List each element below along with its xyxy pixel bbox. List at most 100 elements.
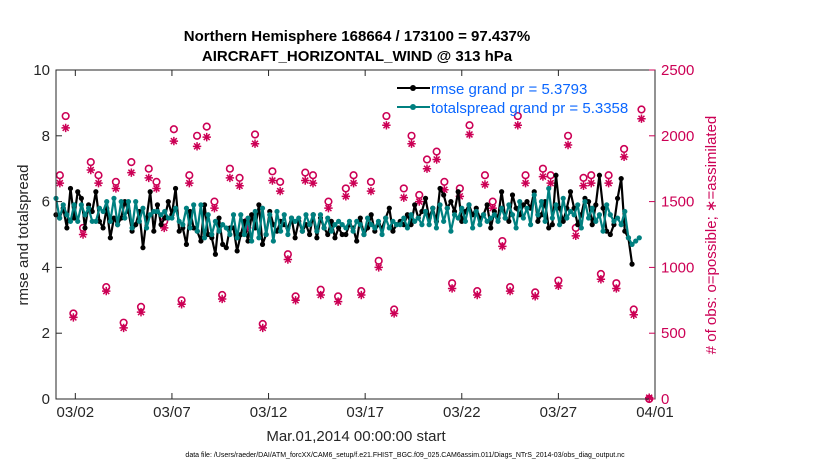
obs-possible-point	[225, 164, 235, 173]
totalspread-point	[78, 202, 84, 208]
totalspread-point	[495, 218, 501, 224]
rmse-point	[100, 225, 106, 231]
obs-assimilated-point	[415, 197, 424, 206]
obs-assimilated-point	[447, 284, 457, 293]
totalspread-point	[625, 235, 632, 241]
obs-possible-point	[276, 177, 285, 186]
totalspread-point	[136, 218, 142, 224]
obs-possible-point	[192, 131, 202, 140]
rmse-point	[122, 199, 128, 205]
rmse-point	[234, 248, 240, 254]
rmse-point	[343, 231, 349, 238]
rmse-point	[419, 208, 425, 215]
obs-possible-point	[415, 190, 424, 200]
totalspread-point	[249, 238, 255, 244]
obs-assimilated-point	[152, 184, 161, 193]
obs-assimilated-point	[571, 231, 580, 241]
totalspread-point	[140, 205, 146, 211]
rmse-point	[354, 238, 360, 244]
totalspread-point	[165, 215, 171, 221]
obs-assimilated-point	[619, 152, 629, 162]
totalspread-point	[433, 225, 440, 231]
rmse-point	[524, 199, 530, 205]
obs-possible-point	[94, 171, 103, 180]
totalspread-point	[502, 215, 508, 221]
obs-assimilated-point	[612, 284, 621, 293]
axis-layer: 03/02 03/07 03/12 03/17 03/22 03/27 04/0102468…	[33, 62, 694, 421]
rmse-point	[187, 208, 193, 215]
obs-assimilated-point	[291, 296, 300, 305]
y-tick-label-left: 8	[42, 128, 50, 145]
totalspread-point	[451, 212, 458, 218]
totalspread-point	[596, 212, 603, 218]
obs-assimilated-point	[127, 168, 136, 177]
y-axis-label-right: # of obs: o=possible; ∗=assimilated	[703, 116, 720, 355]
rmse-point	[622, 228, 628, 234]
totalspread-point	[292, 218, 298, 224]
obs-assimilated-point	[382, 121, 391, 130]
totalspread-point	[180, 222, 186, 228]
totalspread-point	[575, 202, 581, 208]
rmse-point	[201, 202, 208, 208]
totalspread-point	[288, 215, 295, 221]
series-layer	[53, 105, 654, 404]
y-tick-label-left: 6	[42, 194, 50, 211]
obs-assimilated-point	[102, 286, 111, 296]
totalspread-point	[397, 222, 403, 228]
y-tick-label-right: 500	[661, 325, 686, 342]
totalspread-point	[332, 222, 338, 228]
rmse-point	[93, 189, 99, 195]
totalspread-point	[520, 215, 526, 221]
rmse-point	[618, 175, 624, 182]
rmse-point	[549, 222, 555, 228]
obs-possible-point	[324, 197, 333, 206]
totalspread-point	[564, 215, 570, 221]
obs-possible-point	[111, 177, 120, 186]
obs-possible-point	[55, 171, 64, 180]
totalspread-point	[422, 208, 429, 215]
obs-possible-point	[127, 158, 136, 167]
legend-totalspread-marker	[410, 104, 416, 110]
totalspread-point	[354, 218, 360, 224]
y-tick-label-left: 4	[42, 259, 50, 276]
obs-assimilated-point	[399, 193, 409, 202]
totalspread-point	[151, 208, 157, 215]
totalspread-point	[114, 222, 121, 228]
rmse-point	[307, 231, 313, 238]
rmse-point	[448, 199, 454, 205]
obs-possible-series	[55, 105, 654, 404]
obs-possible-point	[422, 155, 432, 164]
totalspread-point	[372, 225, 378, 231]
obs-assimilated-point	[521, 178, 530, 188]
totalspread-point	[404, 225, 411, 231]
totalspread-point	[191, 202, 197, 208]
plot-frame	[55, 69, 656, 400]
totalspread-point	[477, 222, 483, 228]
totalspread-point	[582, 199, 588, 205]
totalspread-point	[205, 212, 211, 218]
legend-totalspread-label: totalspread grand pr = 5.3358	[431, 100, 628, 117]
rmse-point	[575, 222, 581, 228]
obs-assimilated-point	[422, 164, 432, 173]
obs-possible-point	[268, 167, 277, 176]
y-tick-label-right: 2500	[661, 62, 694, 79]
rmse-point	[455, 189, 461, 195]
totalspread-point	[209, 231, 215, 238]
rmse-point	[71, 215, 77, 221]
totalspread-point	[198, 202, 204, 208]
rmse-point	[484, 202, 490, 208]
totalspread-point	[607, 212, 613, 218]
obs-possible-point	[185, 171, 194, 180]
obs-possible-point	[61, 111, 70, 121]
obs-assimilated-point	[538, 172, 548, 181]
rmse-point	[111, 215, 117, 221]
totalspread-point	[542, 218, 548, 224]
rmse-point	[335, 225, 342, 231]
totalspread-point	[67, 218, 74, 224]
obs-assimilated-point	[86, 165, 95, 175]
rmse-point	[245, 238, 251, 244]
totalspread-point	[82, 212, 88, 218]
obs-assimilated-point	[488, 203, 497, 213]
totalspread-point	[375, 218, 382, 224]
totalspread-point	[622, 208, 628, 215]
